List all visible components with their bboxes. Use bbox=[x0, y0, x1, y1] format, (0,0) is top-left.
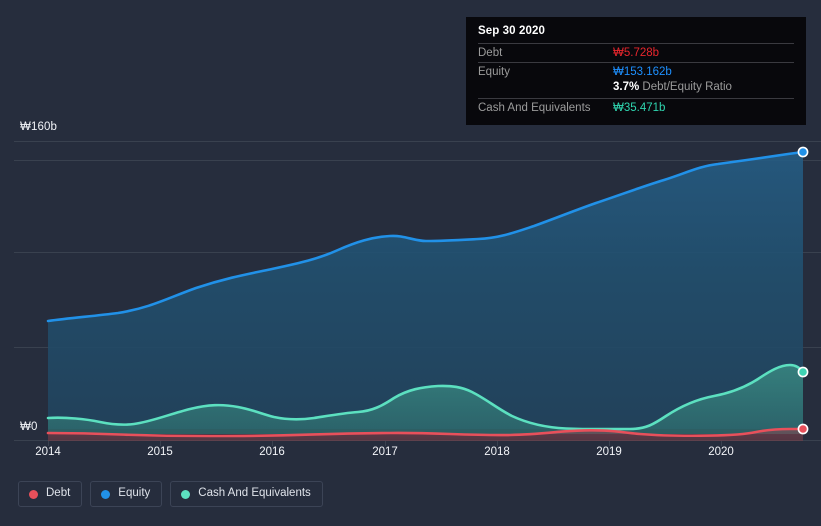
tooltip-value-equity: ₩153.162b bbox=[613, 66, 672, 78]
tooltip-date: Sep 30 2020 bbox=[478, 25, 545, 37]
x-axis-label-2020: 2020 bbox=[708, 446, 734, 458]
tooltip-row-debt: Debt ₩5.728b bbox=[478, 43, 794, 62]
x-axis-label-2019: 2019 bbox=[596, 446, 622, 458]
legend-item-equity[interactable]: Equity bbox=[90, 481, 163, 507]
chart-tooltip: Sep 30 2020 Debt ₩5.728b Equity ₩153.162… bbox=[466, 17, 806, 125]
series-equity bbox=[46, 150, 805, 429]
legend-label-cash: Cash And Equivalents bbox=[198, 487, 311, 500]
tooltip-ratio-label: Debt/Equity Ratio bbox=[642, 81, 732, 93]
endpoint-equity bbox=[797, 146, 809, 158]
tooltip-value-debt: ₩5.728b bbox=[613, 47, 660, 59]
series-cash bbox=[46, 363, 805, 434]
legend-label-equity: Equity bbox=[118, 487, 151, 500]
y-axis-label-zero: ₩0 bbox=[20, 421, 38, 433]
legend-item-debt[interactable]: Debt bbox=[18, 481, 83, 507]
chart-legend: Debt Equity Cash And Equivalents bbox=[18, 481, 323, 507]
endpoint-debt bbox=[797, 423, 809, 435]
endpoint-cash bbox=[797, 366, 809, 378]
tooltip-ratio-percent: 3.7% bbox=[613, 81, 640, 93]
x-axis-label-2015: 2015 bbox=[147, 446, 173, 458]
tooltip-ratio-value: 3.7% Debt/Equity Ratio bbox=[613, 81, 732, 93]
legend-item-cash[interactable]: Cash And Equivalents bbox=[170, 481, 323, 507]
series-debt bbox=[46, 427, 805, 441]
tooltip-label-debt: Debt bbox=[478, 47, 503, 59]
legend-dot-icon-debt bbox=[29, 489, 38, 499]
endpoint-markers bbox=[797, 146, 809, 435]
tooltip-label-equity: Equity bbox=[478, 66, 510, 78]
legend-dot-icon-cash bbox=[181, 489, 191, 499]
tooltip-row-equity: Equity ₩153.162b bbox=[478, 62, 794, 81]
x-axis-label-2017: 2017 bbox=[372, 446, 398, 458]
y-axis-label-top: ₩160b bbox=[20, 121, 57, 133]
legend-dot-icon-equity bbox=[101, 489, 111, 499]
x-axis-label-2018: 2018 bbox=[484, 446, 510, 458]
tooltip-row-cash: Cash And Equivalents ₩35.471b bbox=[478, 98, 794, 117]
tooltip-row-debt-equity-ratio: 3.7% Debt/Equity Ratio bbox=[478, 81, 794, 98]
tooltip-label-cash: Cash And Equivalents bbox=[478, 102, 591, 114]
tooltip-value-cash: ₩35.471b bbox=[613, 102, 666, 114]
legend-label-debt: Debt bbox=[46, 487, 71, 500]
x-axis-label-2016: 2016 bbox=[259, 446, 285, 458]
x-axis-label-2014: 2014 bbox=[35, 446, 61, 458]
